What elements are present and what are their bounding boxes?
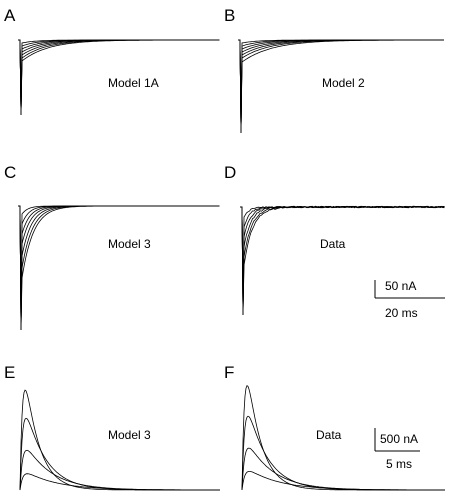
panel-label: Model 1A bbox=[108, 76, 159, 90]
panel-letter: F bbox=[224, 363, 234, 382]
scale-label: 500 nA bbox=[380, 432, 418, 446]
scale-label: 5 ms bbox=[386, 457, 412, 471]
panel-letter: C bbox=[4, 163, 16, 182]
panel-letter: E bbox=[4, 363, 15, 382]
panel-label: Model 3 bbox=[108, 237, 151, 251]
scale-label: 50 nA bbox=[385, 279, 416, 293]
panel-letter: B bbox=[224, 6, 235, 25]
scale-label: 20 ms bbox=[385, 306, 418, 320]
panel-letter: A bbox=[4, 6, 16, 25]
panel-letter: D bbox=[224, 163, 236, 182]
panel-label: Data bbox=[316, 428, 342, 442]
panel-label: Model 3 bbox=[108, 428, 151, 442]
panel-label: Model 2 bbox=[322, 76, 365, 90]
panel-label: Data bbox=[320, 237, 346, 251]
